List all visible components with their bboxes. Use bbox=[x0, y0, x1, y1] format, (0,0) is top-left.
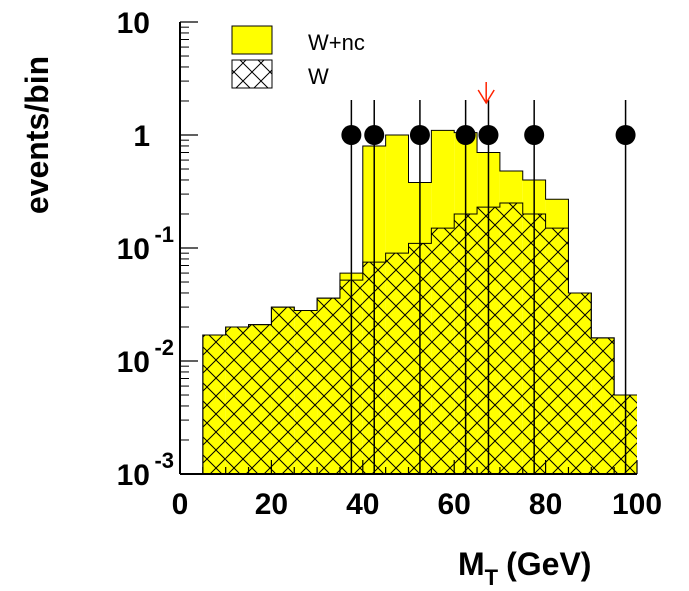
legend: W+nc W bbox=[231, 25, 365, 89]
data-points bbox=[341, 100, 636, 474]
y-tick-label: 10 bbox=[117, 233, 150, 266]
data-point bbox=[364, 125, 385, 145]
x-tick-label: 20 bbox=[255, 488, 288, 521]
y-tick-label: 1 bbox=[133, 120, 150, 153]
x-tick-label: 60 bbox=[438, 488, 471, 521]
histogram-layer bbox=[180, 129, 637, 475]
y-tick-exponent: -1 bbox=[154, 222, 174, 247]
data-point bbox=[409, 125, 430, 145]
y-tick-exponent: -3 bbox=[154, 448, 174, 473]
histogram-bin-w bbox=[248, 324, 272, 474]
y-tick-exponent: -2 bbox=[154, 335, 174, 360]
histogram-bin-w bbox=[591, 337, 615, 474]
y-axis-label: events/bin bbox=[19, 56, 55, 214]
x-tick-label: 100 bbox=[612, 488, 662, 521]
histogram-bin-w bbox=[568, 292, 592, 474]
y-tick-label: 10 bbox=[117, 459, 150, 492]
histogram-bin-w bbox=[271, 307, 295, 474]
histogram-bin-w bbox=[294, 310, 318, 474]
x-tick-label: 40 bbox=[346, 488, 379, 521]
y-tick-label: 10 bbox=[117, 346, 150, 379]
x-tick-label: 80 bbox=[529, 488, 562, 521]
arrow-head bbox=[477, 89, 495, 105]
x-axis-label: MT (GeV) bbox=[458, 546, 591, 590]
histogram-bin-w bbox=[202, 334, 226, 474]
x-tick-labels: 0 20 40 60 80 100 bbox=[172, 488, 662, 521]
data-point bbox=[478, 125, 499, 145]
data-point bbox=[455, 125, 476, 145]
data-point bbox=[341, 125, 362, 145]
histogram-bin-w bbox=[385, 253, 409, 474]
legend-swatch-w bbox=[231, 59, 273, 89]
x-axis-title: MT (GeV) bbox=[458, 546, 591, 590]
x-tick-label: 0 bbox=[172, 488, 189, 521]
histogram-bin-w bbox=[431, 228, 455, 474]
histogram-bin-w bbox=[225, 326, 249, 474]
histogram-bin-w bbox=[499, 203, 523, 474]
plot-frame bbox=[179, 21, 638, 475]
y-tick-label: 10 bbox=[117, 7, 150, 40]
y-axis-title: events/bin bbox=[19, 56, 55, 214]
legend-label-w-nc: W+nc bbox=[308, 30, 365, 55]
data-point bbox=[615, 125, 636, 145]
histogram-outline-w bbox=[180, 202, 637, 475]
annotation-arrow bbox=[477, 82, 495, 105]
histogram-bin-w bbox=[317, 298, 340, 474]
data-point bbox=[524, 125, 545, 145]
legend-label-w: W bbox=[308, 64, 329, 89]
legend-swatch-w-nc bbox=[231, 25, 273, 55]
histogram-bin-w bbox=[545, 228, 569, 474]
